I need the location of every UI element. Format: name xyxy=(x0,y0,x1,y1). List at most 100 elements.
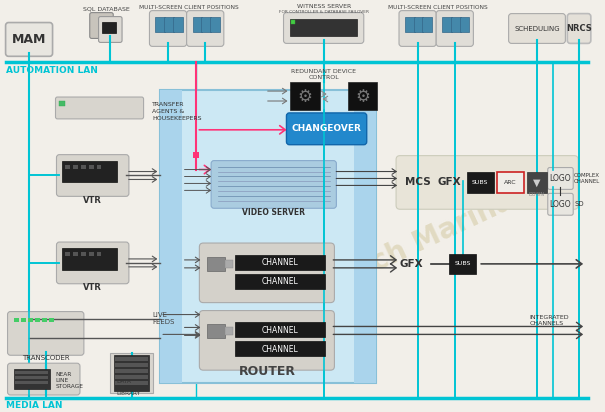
Text: HOUSEKEEPERS: HOUSEKEEPERS xyxy=(152,116,202,121)
FancyBboxPatch shape xyxy=(211,161,336,208)
Text: FOR CONTROLLER & DATABASE FAILOVER: FOR CONTROLLER & DATABASE FAILOVER xyxy=(279,9,368,14)
Text: SUBS: SUBS xyxy=(472,180,488,185)
Bar xyxy=(15,376,48,379)
Text: WITNESS SERVER: WITNESS SERVER xyxy=(296,4,351,9)
Text: LOGO: LOGO xyxy=(550,200,571,209)
FancyBboxPatch shape xyxy=(5,23,53,56)
Bar xyxy=(201,16,211,33)
Bar xyxy=(235,274,325,289)
Bar xyxy=(42,318,47,323)
Text: ⚙: ⚙ xyxy=(298,88,313,106)
Bar xyxy=(173,16,183,33)
Text: ▼: ▼ xyxy=(533,178,541,187)
Bar xyxy=(225,260,233,268)
Bar xyxy=(497,171,525,193)
Bar xyxy=(35,318,40,323)
Text: LIVE
FEEDS: LIVE FEEDS xyxy=(152,311,175,325)
Bar xyxy=(15,381,48,384)
Bar xyxy=(160,90,376,383)
Bar xyxy=(192,16,202,33)
Text: DOWN: DOWN xyxy=(529,192,545,197)
Text: CHANNEL: CHANNEL xyxy=(261,258,298,267)
Text: CHANNEL: CHANNEL xyxy=(261,326,298,335)
Text: MCS: MCS xyxy=(405,178,431,187)
Bar xyxy=(460,16,469,33)
Bar xyxy=(449,254,476,274)
Text: NEAR
LINE
STORAGE: NEAR LINE STORAGE xyxy=(56,372,83,389)
Bar xyxy=(290,82,319,110)
Text: TRANSFER: TRANSFER xyxy=(152,102,185,107)
Text: CHANNEL: CHANNEL xyxy=(261,277,298,286)
FancyBboxPatch shape xyxy=(286,113,367,145)
FancyBboxPatch shape xyxy=(7,363,80,395)
Text: DATA
TAPE
LIBRARY: DATA TAPE LIBRARY xyxy=(116,379,140,396)
Bar xyxy=(114,355,149,391)
Bar xyxy=(155,16,165,33)
Text: GFX: GFX xyxy=(437,178,461,187)
Bar xyxy=(348,82,378,110)
Text: AUTOMATION LAN: AUTOMATION LAN xyxy=(5,66,97,75)
Bar xyxy=(97,164,102,169)
Text: COMPLEX
CHANNEL: COMPLEX CHANNEL xyxy=(574,173,600,184)
Bar xyxy=(235,255,325,270)
Bar xyxy=(207,257,225,271)
Bar xyxy=(405,16,414,33)
Text: SQL DATABASE: SQL DATABASE xyxy=(83,6,129,11)
FancyBboxPatch shape xyxy=(56,97,143,119)
Text: SUBS: SUBS xyxy=(454,261,471,267)
Bar xyxy=(292,19,295,23)
Text: VTR: VTR xyxy=(83,196,102,205)
Bar xyxy=(73,164,78,169)
Bar xyxy=(225,328,233,335)
Text: MULTI-SCREEN CLIENT POSITIONS: MULTI-SCREEN CLIENT POSITIONS xyxy=(388,5,488,10)
Bar xyxy=(290,19,357,36)
Text: SD: SD xyxy=(574,201,584,207)
Text: VTR: VTR xyxy=(83,283,102,292)
Bar xyxy=(110,353,153,393)
Bar xyxy=(81,252,86,256)
FancyBboxPatch shape xyxy=(99,16,122,42)
FancyBboxPatch shape xyxy=(7,311,84,355)
Text: NRCS: NRCS xyxy=(566,24,592,33)
Bar xyxy=(115,381,148,385)
Bar xyxy=(164,16,174,33)
Bar xyxy=(21,318,26,323)
Bar xyxy=(97,252,102,256)
Text: MEDIA LAN: MEDIA LAN xyxy=(5,401,62,410)
Bar xyxy=(194,152,200,158)
Bar xyxy=(354,90,376,383)
Text: ARC: ARC xyxy=(504,180,517,185)
FancyBboxPatch shape xyxy=(548,193,573,215)
Bar xyxy=(115,369,148,373)
Bar xyxy=(210,16,220,33)
Bar xyxy=(235,342,325,356)
FancyBboxPatch shape xyxy=(149,11,186,47)
FancyBboxPatch shape xyxy=(200,311,335,370)
Bar xyxy=(89,164,94,169)
Bar xyxy=(65,252,70,256)
FancyBboxPatch shape xyxy=(399,11,436,47)
Text: INTEGRATED
CHANNELS: INTEGRATED CHANNELS xyxy=(529,315,569,326)
Bar xyxy=(62,248,117,270)
Text: REDUNDANT DEVICE
CONTROL: REDUNDANT DEVICE CONTROL xyxy=(291,69,356,80)
Bar xyxy=(62,161,117,183)
Text: ⚙: ⚙ xyxy=(355,88,370,106)
Bar xyxy=(115,363,148,367)
Bar xyxy=(81,164,86,169)
FancyBboxPatch shape xyxy=(200,243,335,303)
Bar xyxy=(414,16,424,33)
FancyBboxPatch shape xyxy=(396,156,578,209)
Text: AGENTS &: AGENTS & xyxy=(152,109,185,114)
Bar xyxy=(527,171,547,193)
Bar xyxy=(466,171,494,193)
Bar xyxy=(73,252,78,256)
Bar xyxy=(48,318,53,323)
FancyBboxPatch shape xyxy=(436,11,473,47)
Bar xyxy=(102,21,116,33)
Text: CHANNEL: CHANNEL xyxy=(261,345,298,354)
Text: MAM: MAM xyxy=(12,33,46,46)
Bar xyxy=(451,16,460,33)
Text: LOGO: LOGO xyxy=(550,174,571,183)
Text: TRANSCODER: TRANSCODER xyxy=(22,355,70,361)
Bar xyxy=(59,101,65,106)
